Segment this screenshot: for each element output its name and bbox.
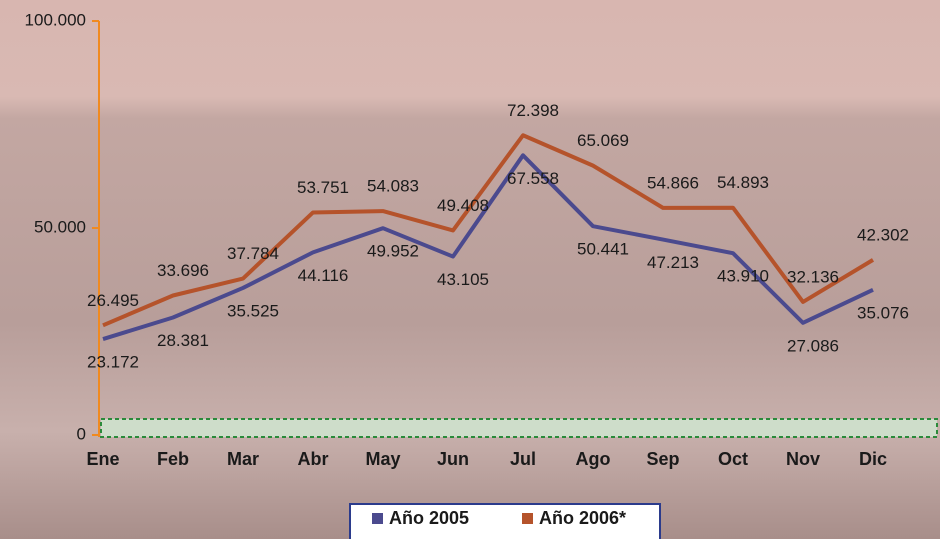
- data-label: 72.398: [507, 101, 559, 120]
- data-label: 37.784: [227, 244, 279, 263]
- x-tick-label: Oct: [718, 449, 748, 469]
- data-label: 43.910: [717, 267, 769, 286]
- x-tick-label: Ago: [576, 449, 611, 469]
- data-label: 50.441: [577, 240, 629, 259]
- x-tick-label: Dic: [859, 449, 887, 469]
- legend-label: Año 2005: [389, 508, 469, 528]
- data-label: 35.525: [227, 301, 279, 320]
- series-line: [102, 133, 875, 328]
- data-label: 67.558: [507, 169, 559, 188]
- data-label: 47.213: [647, 253, 699, 272]
- highlight-band: [100, 418, 938, 438]
- data-label: 54.866: [647, 173, 699, 192]
- y-tick-label: 0: [77, 424, 86, 443]
- data-label: 35.076: [857, 303, 909, 322]
- x-tick-label: Mar: [227, 449, 259, 469]
- legend-swatch: [522, 513, 533, 524]
- data-label: 44.116: [298, 266, 349, 285]
- legend-label: Año 2006*: [539, 508, 626, 528]
- x-tick-label: Jul: [510, 449, 536, 469]
- data-label: 27.086: [787, 336, 839, 355]
- x-tick-label: May: [365, 449, 400, 469]
- data-label: 49.952: [367, 242, 419, 261]
- data-label: 26.495: [87, 291, 139, 310]
- data-label: 65.069: [577, 131, 629, 150]
- legend: [349, 503, 661, 539]
- data-label: 43.105: [437, 270, 489, 289]
- data-label: 33.696: [157, 261, 209, 280]
- data-label: 28.381: [157, 331, 209, 350]
- data-label: 54.083: [367, 177, 419, 196]
- series-line: [102, 153, 874, 341]
- data-label: 32.136: [787, 267, 839, 286]
- x-tick-label: Jun: [437, 449, 469, 469]
- legend-swatch: [372, 513, 383, 524]
- x-tick-label: Ene: [86, 449, 119, 469]
- x-tick-label: Nov: [786, 449, 820, 469]
- data-label: 42.302: [857, 225, 909, 244]
- data-label: 49.408: [437, 196, 489, 215]
- data-label: 54.893: [717, 173, 769, 192]
- x-tick-label: Abr: [298, 449, 329, 469]
- data-label: 23.172: [87, 353, 139, 372]
- data-label: 53.751: [297, 178, 349, 197]
- y-tick-label: 50.000: [34, 217, 86, 236]
- y-tick-label: 100.000: [25, 10, 86, 29]
- x-tick-label: Feb: [157, 449, 189, 469]
- x-tick-label: Sep: [646, 449, 679, 469]
